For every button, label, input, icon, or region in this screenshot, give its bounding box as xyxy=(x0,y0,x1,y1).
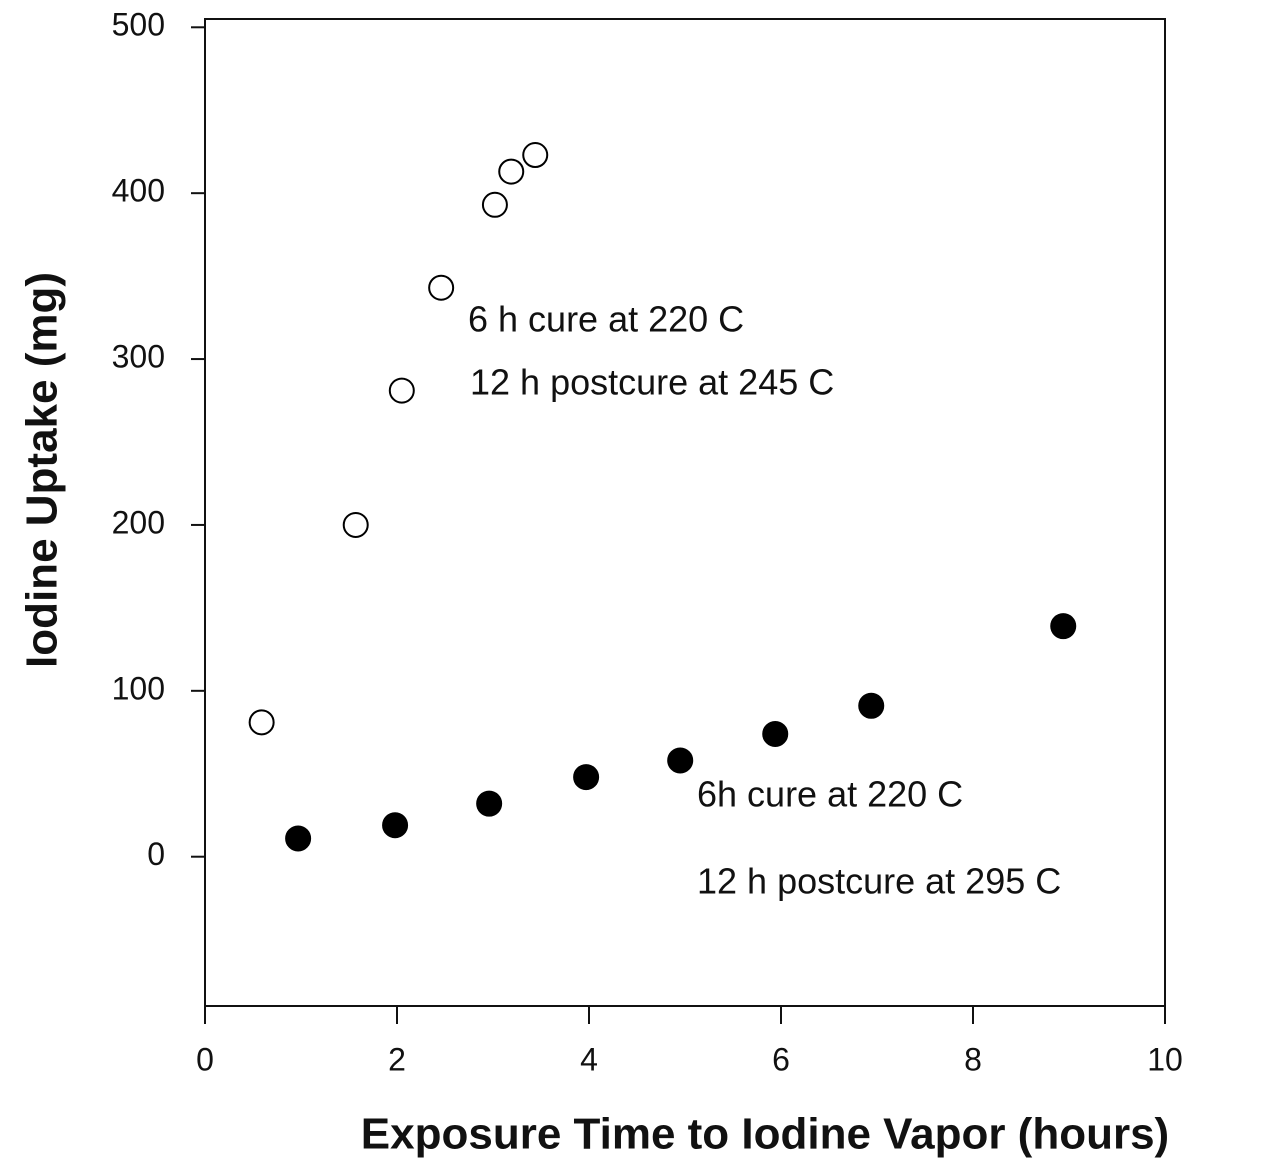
point xyxy=(285,825,312,852)
x-tick-label: 10 xyxy=(1147,1041,1183,1077)
point xyxy=(1050,613,1077,640)
x-tick-label: 8 xyxy=(964,1041,982,1077)
y-tick-label: 200 xyxy=(112,504,165,540)
y-tick-label: 0 xyxy=(147,836,165,872)
point xyxy=(428,274,455,301)
point xyxy=(858,692,885,719)
plot-frame xyxy=(204,18,1166,1007)
point xyxy=(388,377,415,404)
annotation: 12 h postcure at 245 C xyxy=(470,362,834,403)
y-tick-label: 400 xyxy=(112,173,165,209)
point xyxy=(382,812,409,839)
point xyxy=(248,709,275,736)
x-tick-label: 0 xyxy=(196,1041,214,1077)
y-tick-label: 100 xyxy=(112,670,165,706)
annotation: 6h cure at 220 C xyxy=(697,774,963,815)
x-tick-label: 2 xyxy=(388,1041,406,1077)
x-tick-label: 6 xyxy=(772,1041,790,1077)
x-tick-label: 4 xyxy=(580,1041,598,1077)
point xyxy=(498,158,525,185)
y-tick-label: 500 xyxy=(112,7,165,43)
y-tick-label: 300 xyxy=(112,339,165,375)
y-axis-title: Iodine Uptake (mg) xyxy=(18,272,67,668)
x-axis-title: Exposure Time to Iodine Vapor (hours) xyxy=(361,1110,1169,1159)
point xyxy=(481,191,508,218)
point xyxy=(342,511,369,538)
point xyxy=(762,720,789,747)
point xyxy=(522,142,549,169)
annotation: 12 h postcure at 295 C xyxy=(697,861,1061,902)
annotation: 6 h cure at 220 C xyxy=(468,299,744,340)
point xyxy=(476,790,503,817)
point xyxy=(573,764,600,791)
point xyxy=(667,747,694,774)
